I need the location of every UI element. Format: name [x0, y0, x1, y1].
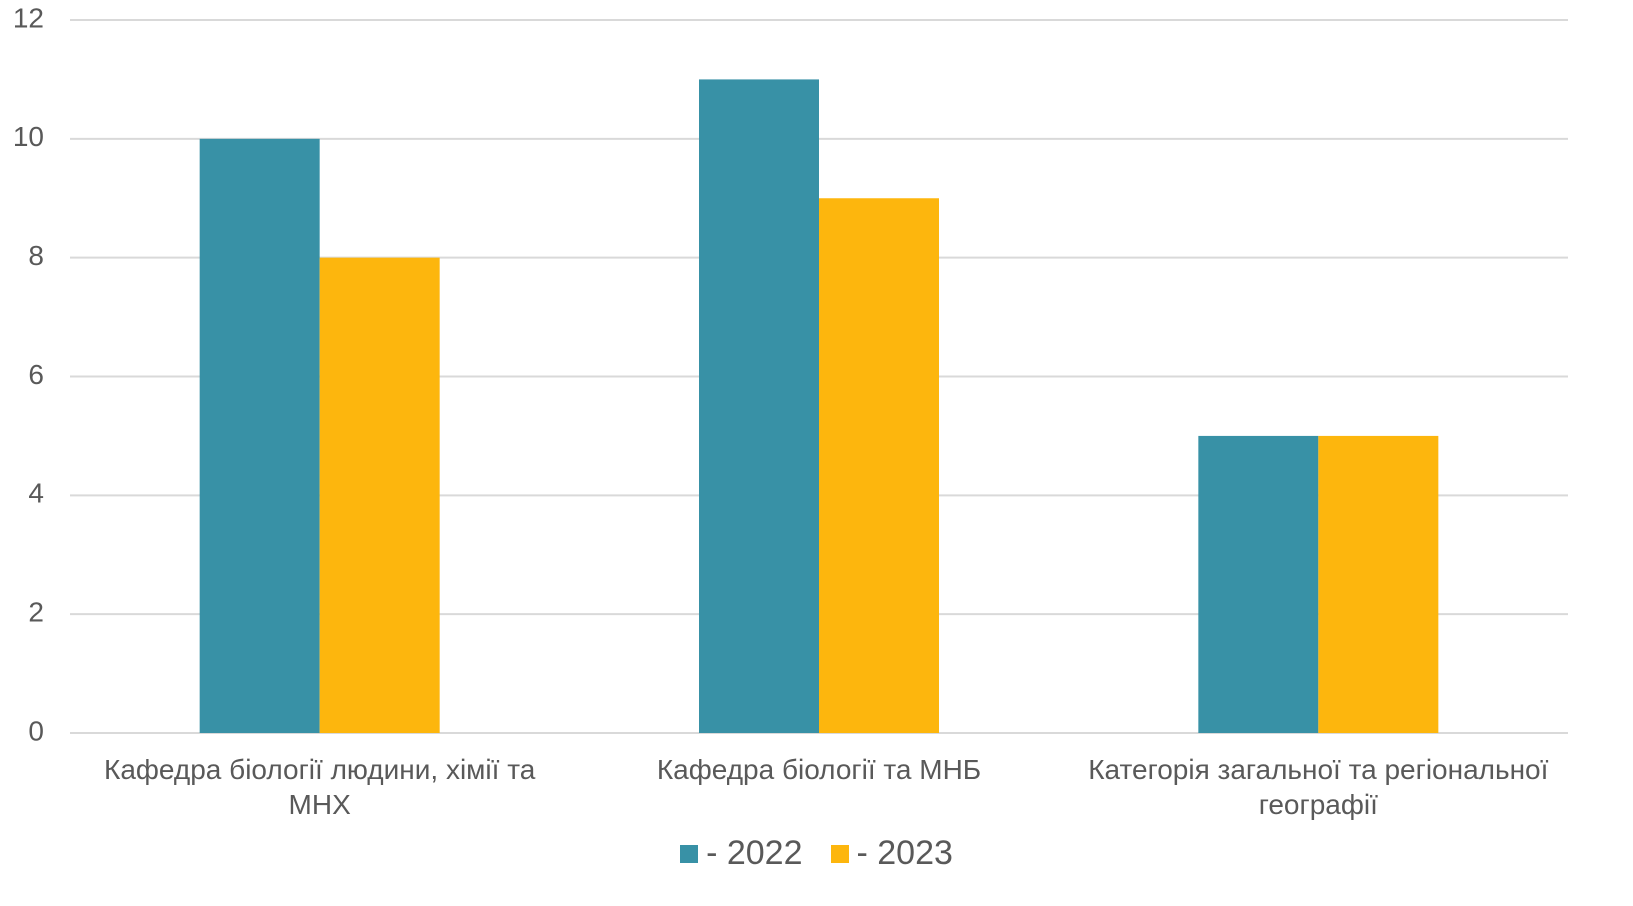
- legend-item: - 2023: [830, 834, 953, 873]
- bar: [1318, 435, 1439, 733]
- legend-label: - 2022: [706, 834, 803, 872]
- x-tick-label: Кафедра біології людини, хімії та МНХ: [104, 754, 536, 820]
- y-tick-label: 12: [13, 2, 44, 33]
- x-tick-label: Кафедра біології та МНБ: [656, 754, 982, 785]
- bar: [819, 198, 939, 733]
- legend-label: - 2023: [856, 834, 953, 872]
- y-tick-label: 8: [28, 240, 44, 271]
- bar: [1198, 435, 1319, 733]
- y-tick-label: 6: [28, 359, 44, 390]
- x-tick-label: Категорія загальної та регіональної геог…: [1088, 754, 1549, 820]
- legend-item: - 2022: [680, 834, 803, 873]
- legend-swatch: [680, 844, 699, 863]
- y-tick-label: 2: [28, 597, 44, 628]
- legend: - 2022 - 2023: [0, 834, 1633, 873]
- y-tick-label: 0: [28, 715, 44, 746]
- bar: [319, 257, 440, 733]
- legend-swatch: [830, 844, 849, 863]
- y-tick-label: 10: [13, 121, 44, 152]
- y-tick-label: 4: [28, 478, 44, 509]
- bar: [699, 79, 819, 733]
- bar: [199, 138, 320, 734]
